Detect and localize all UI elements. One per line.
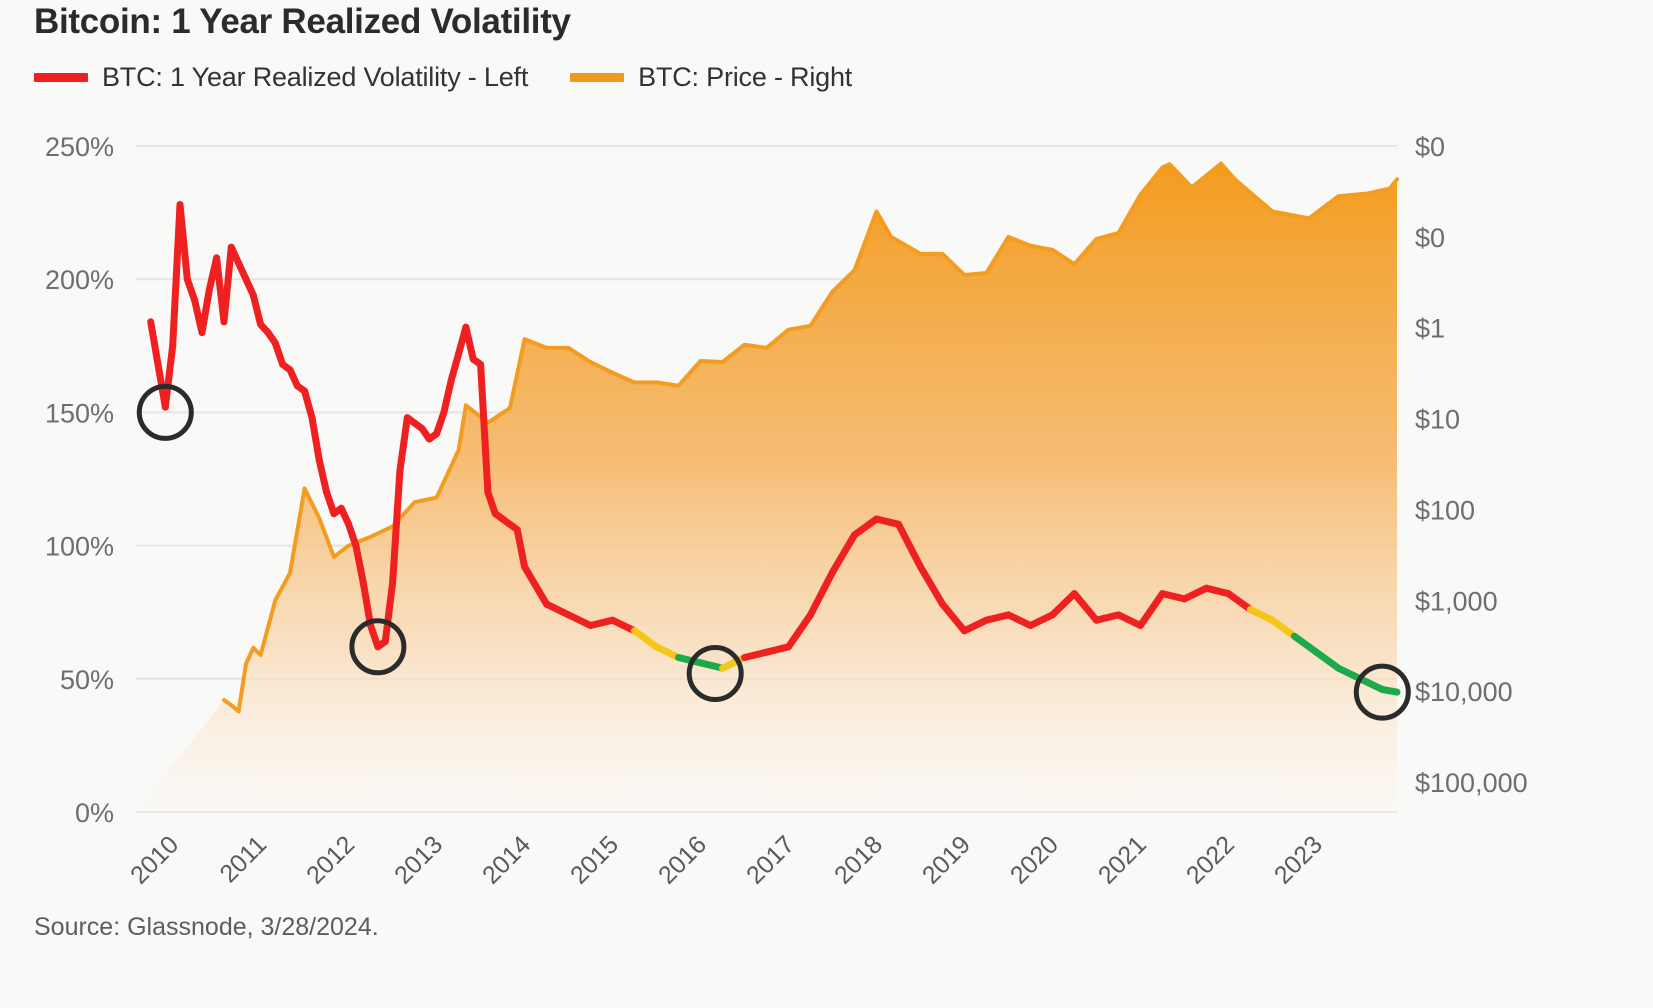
y-axis-right-labels: $0 $0 $1 $10 $100 $1,000 $10,000 $100,000	[1415, 132, 1528, 798]
chart-annotations	[136, 383, 1411, 721]
y-axis-left-tick: 250%	[45, 132, 114, 162]
legend-label-volatility: BTC: 1 Year Realized Volatility - Left	[102, 62, 529, 92]
legend-swatch-price-icon	[570, 73, 625, 82]
source-note: Source: Glassnode, 3/28/2024.	[34, 913, 379, 941]
y-axis-left-labels: 0% 50% 100% 150% 200% 250%	[45, 132, 114, 828]
x-axis-tick: 2023	[1269, 830, 1328, 889]
y-axis-left-tick: 200%	[45, 265, 114, 295]
legend-item-volatility[interactable]: BTC: 1 Year Realized Volatility - Left	[34, 62, 528, 93]
legend-item-price[interactable]: BTC: Price - Right	[570, 62, 852, 93]
y-axis-left-tick: 100%	[45, 532, 114, 562]
x-axis-tick: 2011	[214, 830, 272, 888]
x-axis-tick: 2014	[477, 830, 536, 889]
x-axis-tick: 2016	[653, 830, 712, 889]
x-axis-tick: 2019	[917, 830, 976, 889]
y-axis-right-tick: $10	[1415, 405, 1460, 435]
x-axis-tick: 2020	[1005, 830, 1064, 889]
x-axis-tick: 2022	[1181, 830, 1240, 889]
legend-label-price: BTC: Price - Right	[638, 62, 853, 92]
y-axis-right-tick: $100	[1415, 495, 1475, 525]
y-axis-right-tick: $0	[1415, 223, 1445, 253]
y-axis-right-tick: $100,000	[1415, 768, 1528, 798]
page-title: Bitcoin: 1 Year Realized Volatility	[34, 2, 571, 41]
x-axis-labels: 2010 2011 2012 2013 2014 2015 2016 2017 2018 2019…	[125, 830, 1328, 889]
x-axis-tick: 2021	[1093, 830, 1152, 889]
y-axis-left-tick: 150%	[45, 398, 114, 428]
y-axis-right-tick: $1	[1415, 314, 1445, 344]
legend-swatch-volatility-icon	[34, 73, 88, 82]
x-axis-tick: 2015	[565, 830, 624, 889]
y-axis-left-tick: 50%	[60, 665, 114, 695]
y-axis-left-tick: 0%	[75, 798, 114, 828]
x-axis-tick: 2018	[829, 830, 888, 889]
x-axis-tick: 2013	[389, 830, 448, 889]
x-axis-tick: 2017	[741, 830, 800, 889]
y-axis-right-tick: $1,000	[1415, 586, 1498, 616]
x-axis-tick: 2010	[125, 830, 184, 889]
x-axis-tick: 2012	[301, 830, 360, 889]
y-axis-right-tick: $10,000	[1415, 677, 1513, 707]
series-price	[136, 161, 1399, 813]
chart-legend: BTC: 1 Year Realized Volatility - Left B…	[34, 62, 852, 93]
series-volatility	[147, 201, 1401, 696]
y-axis-right-tick: $0	[1415, 132, 1445, 162]
